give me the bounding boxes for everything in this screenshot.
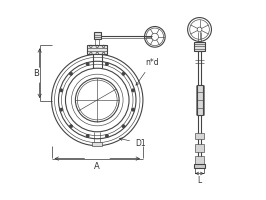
Circle shape [86,134,89,137]
Bar [194,164,205,168]
Text: D1: D1 [119,138,146,148]
Circle shape [86,63,89,66]
Text: n*d: n*d [136,58,159,85]
Bar [197,85,202,115]
Text: A: A [94,162,100,171]
Circle shape [60,89,63,92]
Bar [195,133,204,139]
Bar [194,42,205,51]
Bar [92,142,102,146]
Circle shape [122,72,125,75]
Circle shape [69,125,73,128]
Bar [195,156,204,164]
Circle shape [69,72,73,75]
Circle shape [131,89,135,92]
Circle shape [60,108,63,111]
Circle shape [105,63,109,66]
Bar [87,45,107,54]
Bar [195,144,204,152]
Circle shape [122,125,125,128]
Text: L: L [197,176,202,185]
Circle shape [105,134,109,137]
Text: B: B [33,69,39,78]
Circle shape [131,108,135,111]
Bar [94,32,101,39]
